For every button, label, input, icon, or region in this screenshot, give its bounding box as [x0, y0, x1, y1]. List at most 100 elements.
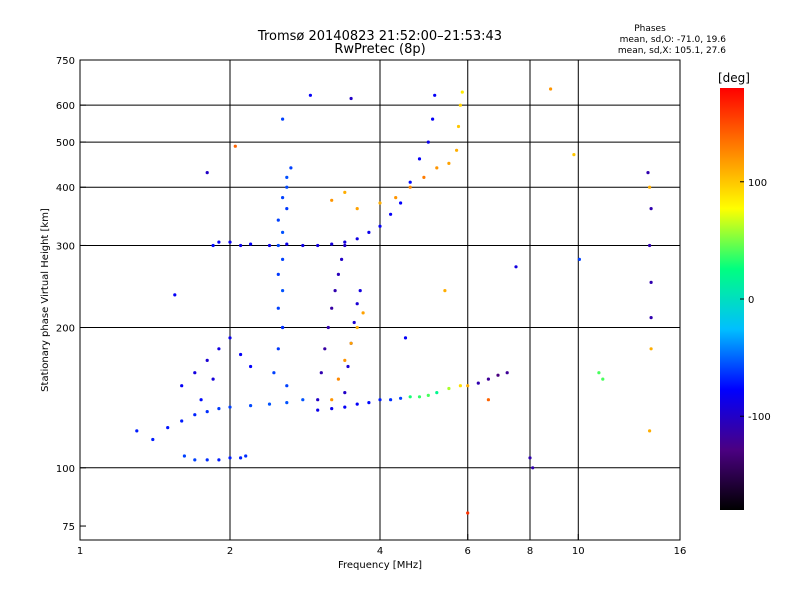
x-tick-label: 8 — [527, 546, 533, 557]
scatter-point — [648, 429, 652, 433]
y-tick-label: 500 — [56, 138, 75, 149]
scatter-point — [316, 243, 320, 248]
scatter-point — [458, 384, 462, 388]
scatter-point — [352, 320, 356, 325]
scatter-point — [343, 358, 347, 362]
scatter-point — [340, 257, 344, 261]
scatter-point — [285, 185, 289, 189]
scatter-point — [333, 289, 337, 293]
scatter-point — [193, 371, 197, 375]
scatter-point — [228, 240, 232, 244]
scatter-point — [228, 405, 232, 409]
x-tick-label: 2 — [227, 546, 233, 557]
scatter-point — [180, 384, 184, 388]
scatter-point — [285, 401, 289, 405]
scatter-point — [285, 207, 289, 211]
scatter-point — [343, 240, 347, 244]
scatter-point — [343, 391, 347, 395]
x-axis-label: Frequency [MHz] — [338, 560, 422, 571]
scatter-point — [330, 198, 334, 202]
scatter-point — [408, 185, 412, 189]
scatter-point — [435, 166, 439, 170]
colorbar-ticks: 100 0 -100 — [740, 178, 771, 423]
scatter-point — [281, 196, 285, 200]
chart-title-group: Tromsø 20140823 21:52:00–21:53:43 RwPret… — [257, 29, 502, 57]
scatter-point — [217, 458, 221, 462]
scatter-point — [228, 336, 232, 340]
scatter-point — [431, 117, 435, 121]
scatter-point — [549, 87, 553, 91]
scatter-point — [597, 371, 601, 375]
scatter-point — [460, 90, 464, 94]
x-axis-ticks: 1 2 4 6 8 10 16 — [77, 534, 687, 557]
scatter-point — [361, 311, 365, 315]
scatter-point — [528, 456, 532, 460]
scatter-point — [276, 272, 280, 276]
grid-lines — [80, 60, 680, 540]
scatter-point — [367, 401, 371, 405]
scatter-point — [399, 396, 403, 400]
scatter-point — [403, 336, 408, 340]
y-tick-label: 750 — [56, 56, 75, 67]
scatter-point — [336, 272, 340, 276]
scatter-point — [330, 398, 334, 402]
scatter-point — [301, 398, 305, 402]
scatter-point — [336, 377, 340, 381]
x-tick-label: 10 — [572, 546, 585, 557]
scatter-point — [447, 161, 451, 165]
scatter-point — [193, 413, 197, 417]
x-tick-label: 1 — [77, 546, 83, 557]
scatter-point — [205, 171, 209, 175]
scatter-point — [233, 144, 237, 148]
scatter-point — [646, 171, 650, 175]
scatter-point — [355, 325, 359, 330]
scatter-point — [228, 456, 232, 460]
scatter-point — [205, 358, 209, 362]
y-tick-label: 400 — [56, 183, 75, 194]
scatter-point — [466, 511, 470, 515]
scatter-point — [649, 347, 653, 351]
scatter-point — [343, 405, 347, 409]
y-tick-label: 200 — [56, 324, 75, 335]
scatter-point — [496, 373, 500, 377]
scatter-point — [316, 398, 320, 402]
scatter-point — [276, 243, 280, 248]
x-tick-label: 16 — [674, 546, 687, 557]
scatter-point — [166, 426, 170, 430]
scatter-point — [417, 157, 422, 161]
scatter-point — [267, 402, 272, 406]
scatter-point — [180, 419, 184, 423]
scatter-point — [394, 196, 398, 200]
colorbar-tick-label: 100 — [748, 178, 767, 189]
scatter-point — [456, 124, 461, 129]
scatter-point — [281, 117, 285, 121]
colorbar-tick-label: -100 — [748, 412, 771, 423]
scatter-point — [249, 364, 253, 369]
scatter-point — [173, 293, 177, 297]
chart-title: Tromsø 20140823 21:52:00–21:53:43 — [257, 29, 502, 44]
scatter-point — [199, 398, 203, 402]
scatter-point — [648, 243, 652, 248]
colorbar-label: [deg] — [718, 71, 750, 85]
scatter-point — [458, 103, 462, 107]
scatter-point — [572, 153, 576, 157]
scatter-point — [378, 201, 382, 205]
scatter-point — [285, 384, 289, 388]
scatter-point — [217, 347, 221, 351]
scatter-point — [389, 398, 393, 402]
scatter-point — [343, 190, 347, 194]
scatter-point — [466, 384, 470, 388]
scatter-point — [326, 325, 330, 330]
scatter-point — [514, 265, 518, 269]
scatter-point — [433, 93, 437, 97]
scatter-point — [272, 371, 276, 375]
scatter-point — [285, 175, 289, 179]
scatter-point — [217, 240, 221, 244]
scatter-point — [301, 243, 305, 248]
scatter-point — [378, 224, 382, 228]
scatter-point — [151, 437, 155, 442]
scatter-point — [355, 207, 359, 211]
scatter-points — [135, 87, 653, 515]
y-tick-label: 100 — [56, 464, 75, 475]
scatter-point — [281, 257, 285, 261]
